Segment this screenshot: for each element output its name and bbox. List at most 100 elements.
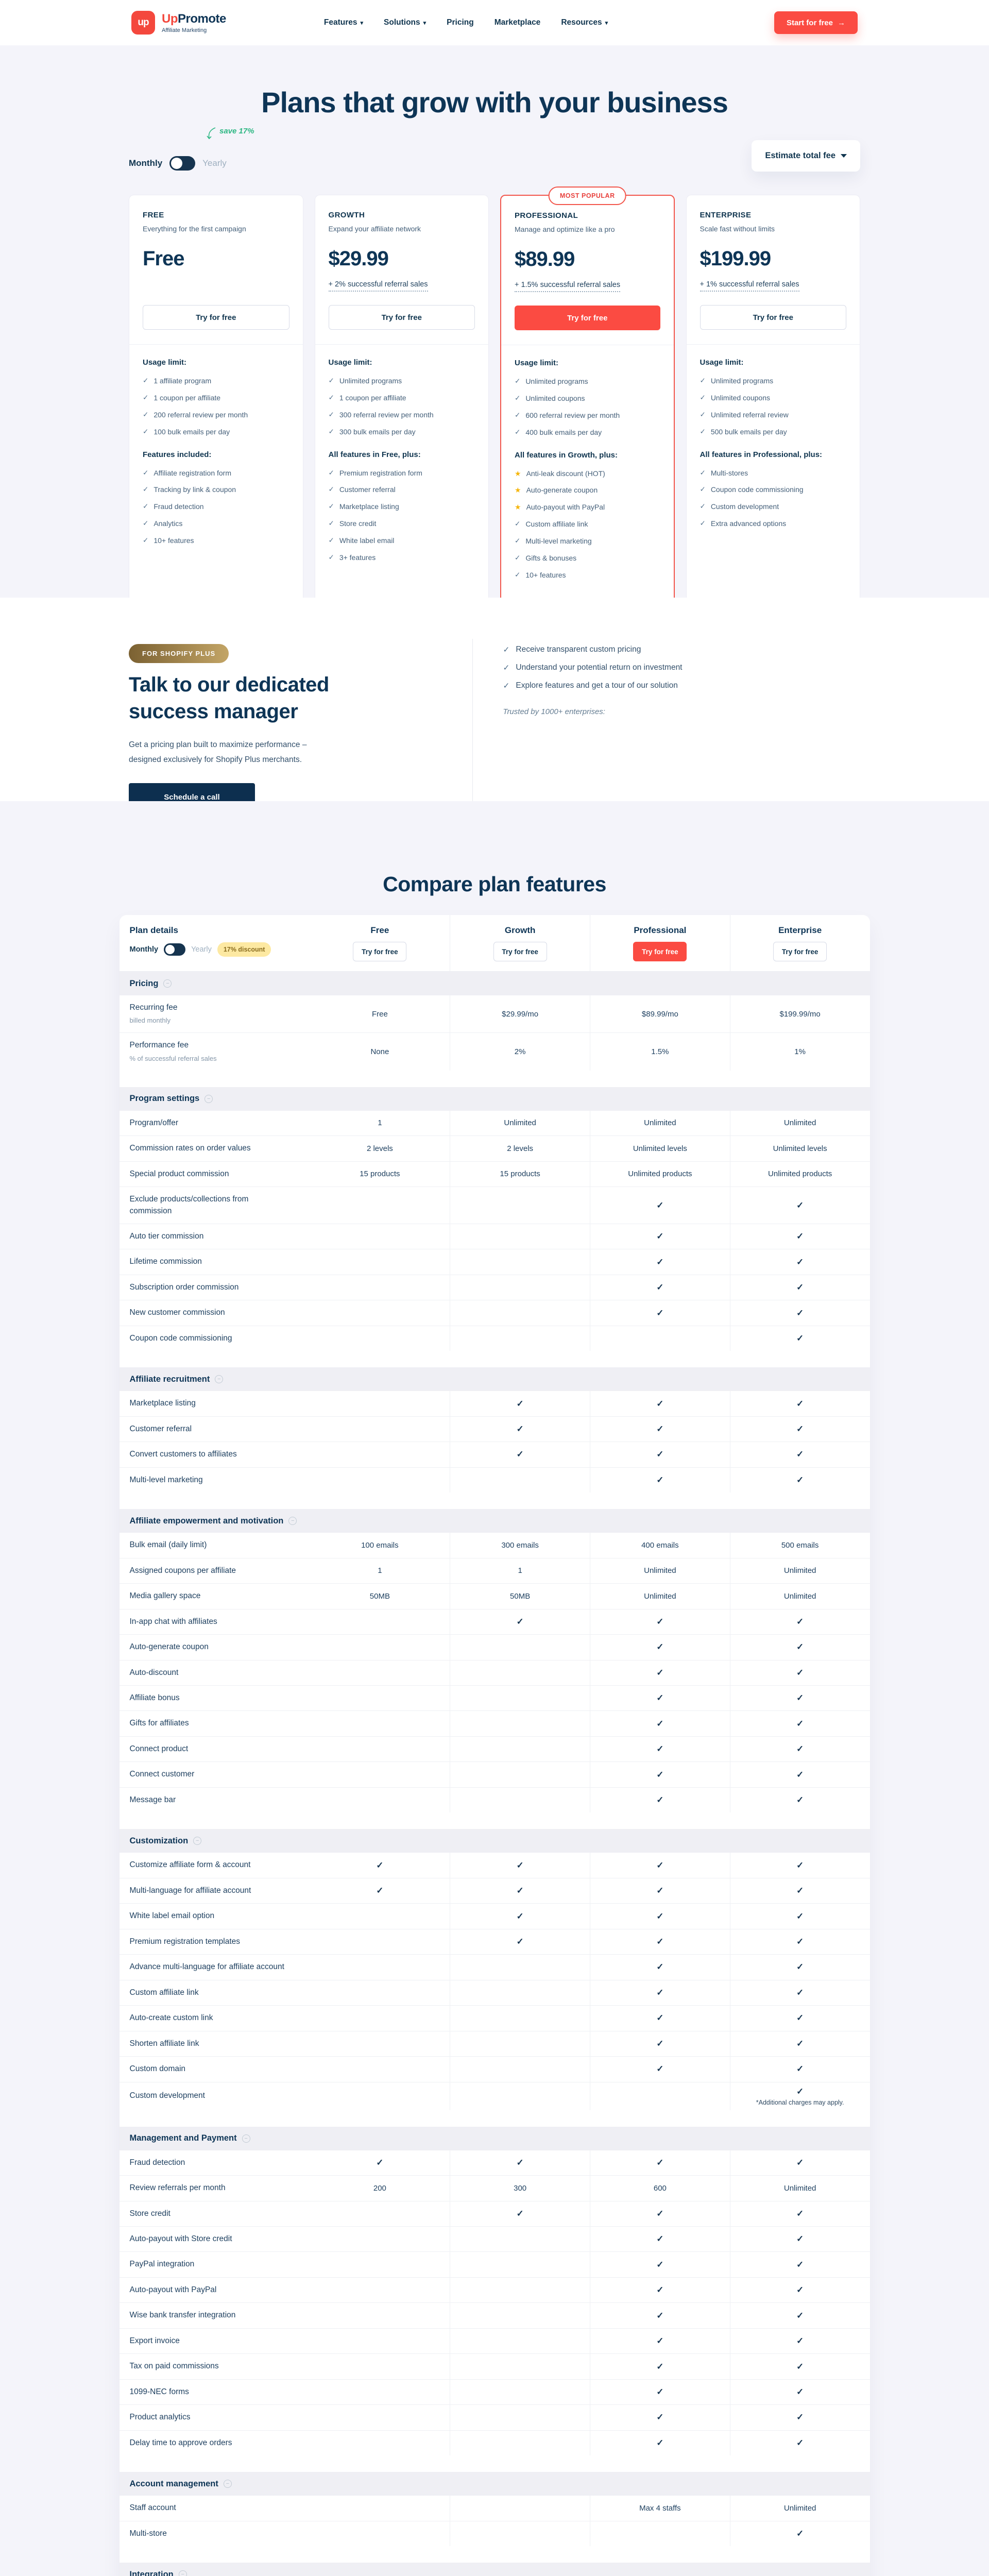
cell-free <box>310 1468 450 1493</box>
cell-enterprise: ✓ <box>729 1416 870 1442</box>
feature-item: ✓ Analytics <box>143 519 289 529</box>
try-for-free-button[interactable]: Try for free <box>633 942 687 961</box>
cell-enterprise: ✓ <box>729 1187 870 1224</box>
collapse-icon[interactable]: − <box>178 2570 187 2576</box>
row-label: Auto-generate coupon <box>120 1635 310 1659</box>
usage-item: ✓ Unlimited programs <box>515 377 660 386</box>
cell-enterprise: ✓ <box>729 1736 870 1762</box>
cell-enterprise: ✓ <box>729 1300 870 1326</box>
cell-value: 2 levels <box>507 1144 534 1153</box>
feature-item: ✓ Gifts & bonuses <box>515 553 660 563</box>
table-billing-toggle[interactable] <box>164 943 186 956</box>
feature-item-label: Affiliate registration form <box>154 468 232 477</box>
cell-professional: ✓ <box>590 2303 730 2328</box>
start-for-free-button[interactable]: Start for free → <box>774 11 858 34</box>
check-icon: ✓ <box>796 1642 804 1652</box>
usage-item-label: Unlimited coupons <box>710 393 770 402</box>
cell-professional: Max 4 staffs <box>590 2496 730 2521</box>
feature-item-label: 3+ features <box>339 553 376 562</box>
row-label: Multi-level marketing <box>120 1468 310 1493</box>
check-icon: ✓ <box>796 1475 804 1485</box>
collapse-icon[interactable]: − <box>163 979 172 988</box>
try-for-free-button[interactable]: Try for free <box>353 942 407 961</box>
uppromote-logo[interactable]: up UpPromote Affiliate Marketing <box>131 11 226 35</box>
cell-growth <box>450 1300 590 1326</box>
cell-enterprise: ✓ <box>729 1224 870 1249</box>
cell-enterprise: ✓ <box>729 1609 870 1635</box>
table-row: Customize affiliate form & account ✓ ✓ ✓ ✓ <box>120 1853 870 1878</box>
check-icon: ✓ <box>143 468 149 477</box>
table-row: Staff account Max 4 staffs Unlimited <box>120 2496 870 2521</box>
try-for-free-button[interactable]: Try for free <box>700 305 846 330</box>
collapse-icon[interactable]: − <box>288 1517 297 1526</box>
try-for-free-button[interactable]: Try for free <box>493 942 547 961</box>
try-for-free-button[interactable]: Try for free <box>143 305 289 330</box>
cell-free: 200 <box>310 2176 450 2200</box>
cell-enterprise: ✓ <box>729 2354 870 2379</box>
estimate-total-fee-dropdown[interactable]: Estimate total fee <box>752 140 860 172</box>
check-icon: ✓ <box>516 2157 524 2167</box>
nav-item-pricing[interactable]: Pricing <box>447 18 474 27</box>
check-icon: ✓ <box>656 1398 664 1409</box>
schedule-a-call-button[interactable]: Schedule a call <box>129 783 255 801</box>
try-for-free-button[interactable]: Try for free <box>773 942 827 961</box>
collapse-icon[interactable]: − <box>242 2134 250 2143</box>
try-for-free-button[interactable]: Try for free <box>328 305 475 330</box>
feature-item: ✓ Store credit <box>329 519 475 529</box>
row-label-text: Performance fee <box>129 1041 189 1050</box>
cell-growth: 2% <box>450 1033 590 1071</box>
cell-enterprise: ✓ <box>729 1442 870 1467</box>
feature-item: ✓ Marketplace listing <box>329 502 475 512</box>
feature-item: ✓ Affiliate registration form <box>143 468 289 478</box>
table-row: Bulk email (daily limit) 100 emails 300 em… <box>120 1533 870 1558</box>
check-icon: ✓ <box>796 1231 804 1242</box>
features-list: ✓ Multi-stores ✓ Coupon code commissioning ✓… <box>700 468 847 529</box>
pricing-card-professional: MOST POPULAR PROFESSIONAL Manage and optim… <box>500 187 675 598</box>
cell-growth <box>450 1980 590 2006</box>
row-label-text: Store credit <box>129 2209 170 2218</box>
row-label-text: Connect customer <box>129 1770 195 1779</box>
cell-enterprise: ✓ <box>729 2150 870 2176</box>
cell-value: 2% <box>514 1047 526 1056</box>
save-arrow-icon <box>207 127 216 140</box>
row-label-text: Affiliate bonus <box>129 1693 180 1702</box>
nav-item-resources[interactable]: Resources ▾ <box>561 18 608 27</box>
nav-item-solutions[interactable]: Solutions ▾ <box>384 18 426 27</box>
cell-professional: 600 <box>590 2176 730 2201</box>
cell-professional: $89.99/mo <box>590 995 730 1033</box>
cell-growth <box>450 2405 590 2430</box>
collapse-icon[interactable]: − <box>193 1837 202 1845</box>
success-manager-title: Talk to our dedicated success manager <box>129 673 329 723</box>
table-row: Premium registration templates ✓ ✓ ✓ <box>119 1928 870 1955</box>
usage-limit-list: ✓ Unlimited programs ✓ Unlimited coupons ✓ Un… <box>700 376 847 437</box>
check-icon: ✓ <box>796 1200 804 1210</box>
cell-growth <box>450 1711 590 1736</box>
cell-free <box>310 1442 450 1467</box>
cell-professional: ✓ <box>590 1762 730 1787</box>
try-for-free-button[interactable]: Try for free <box>515 306 660 330</box>
main-nav: Features ▾ Solutions ▾ Pricing Marketplace Res… <box>324 18 608 27</box>
check-icon: ✓ <box>656 1475 664 1485</box>
row-label: Store credit <box>120 2201 310 2226</box>
section-header-label: Account management <box>129 2479 218 2488</box>
cell-enterprise: ✓ <box>729 2405 870 2430</box>
table-row: In-app chat with affiliates ✓ ✓ ✓ <box>119 1608 870 1635</box>
for-shopify-plus-badge: FOR SHOPIFY PLUS <box>129 644 229 663</box>
cell-value: 400 emails <box>641 1540 679 1550</box>
cell-enterprise: ✓ <box>729 2006 870 2031</box>
collapse-icon[interactable]: − <box>215 1375 224 1384</box>
feature-item-label: Analytics <box>154 519 183 528</box>
nav-item-marketplace[interactable]: Marketplace <box>494 18 541 27</box>
cell-free <box>310 1300 450 1325</box>
check-icon: ✓ <box>656 2208 664 2218</box>
check-icon: ✓ <box>656 2234 664 2244</box>
collapse-icon[interactable]: − <box>204 1094 213 1103</box>
cell-free <box>310 1660 450 1685</box>
usage-item-label: Unlimited referral review <box>710 410 789 419</box>
nav-item-features[interactable]: Features ▾ <box>324 18 363 27</box>
billing-toggle[interactable] <box>169 156 196 171</box>
plan-column-free: Free Try for free <box>310 915 450 971</box>
cell-professional: ✓ <box>590 1275 730 1300</box>
collapse-icon[interactable]: − <box>223 2480 232 2488</box>
check-icon: ✓ <box>376 1860 384 1870</box>
